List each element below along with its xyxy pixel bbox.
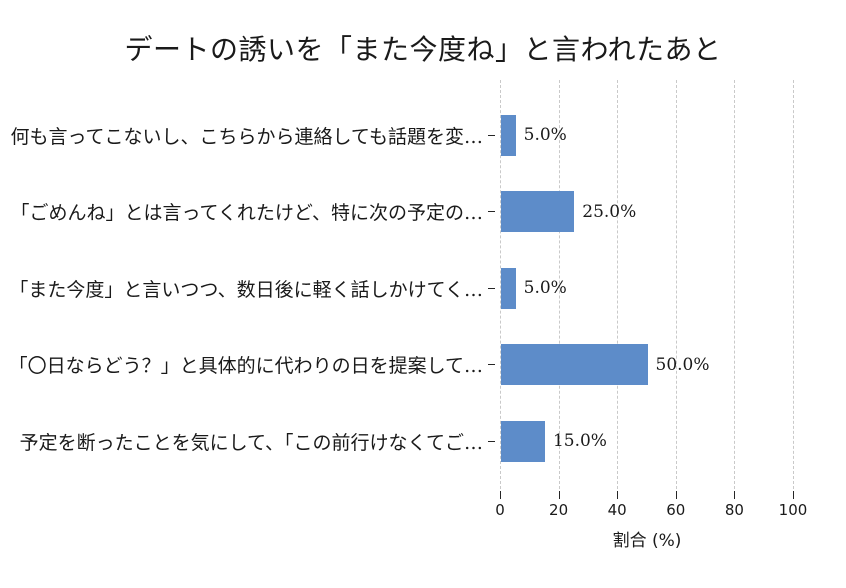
bar [501, 191, 575, 232]
x-tick-label: 0 [495, 501, 505, 519]
gridline [793, 80, 794, 489]
x-axis-tick [500, 491, 501, 499]
y-axis-tick [488, 440, 495, 442]
gridline [734, 80, 736, 489]
bar-row: 「また今度」と言いつつ、数日後に軽く話しかけてく… 5.0% [0, 250, 846, 326]
y-axis-tick [488, 364, 495, 365]
y-axis-tick [488, 287, 495, 289]
value-label: 50.0% [655, 354, 710, 375]
chart-title: デートの誘いを「また今度ね」と言われたあと [124, 33, 722, 66]
gridline [617, 80, 619, 489]
bar-row: 「〇日ならどう？」と具体的に代わりの日を提案して… 50.0% [0, 327, 846, 403]
category-label: 「〇日ならどう？」と具体的に代わりの日を提案して… [8, 355, 483, 377]
gridline [675, 80, 677, 489]
x-axis-tick [617, 491, 619, 499]
x-axis-tick [558, 491, 560, 499]
x-tick-label: 100 [778, 501, 808, 519]
bar [501, 114, 516, 156]
x-axis-label: 割合 (%) [612, 531, 682, 551]
value-label: 5.0% [523, 125, 567, 145]
x-axis-tick [675, 491, 677, 499]
gridline [500, 80, 501, 489]
category-label: 何も言ってこないし、こちらから連絡しても話題を変… [10, 125, 483, 148]
category-label: 予定を断ったことを気にして、「この前行けなくてご… [19, 431, 483, 454]
x-axis-tick [734, 491, 736, 499]
bar [501, 267, 516, 309]
gridline [558, 80, 560, 489]
value-label: 15.0% [552, 431, 607, 451]
bar-row: 「ごめんね」とは言ってくれたけど、特に次の予定の… 25.0% [0, 174, 846, 250]
x-tick-label: 80 [724, 501, 744, 519]
bar [501, 420, 545, 462]
y-axis-tick [488, 134, 495, 136]
x-tick-label: 40 [607, 501, 627, 519]
bar-row: 何も言ってこないし、こちらから連絡しても話題を変… 5.0% [0, 97, 846, 173]
bar [501, 344, 648, 385]
x-tick-label: 20 [549, 501, 569, 519]
x-tick-label: 60 [666, 501, 686, 519]
category-label: 「また今度」と言いつつ、数日後に軽く話しかけてく… [9, 278, 483, 301]
bar-row: 予定を断ったことを気にして、「この前行けなくてご… 15.0% [0, 403, 846, 479]
value-label: 5.0% [523, 278, 567, 298]
x-axis-tick [793, 491, 794, 499]
category-label: 「ごめんね」とは言ってくれたけど、特に次の予定の… [10, 202, 483, 224]
y-axis-tick [488, 211, 495, 212]
value-label: 25.0% [582, 201, 637, 222]
